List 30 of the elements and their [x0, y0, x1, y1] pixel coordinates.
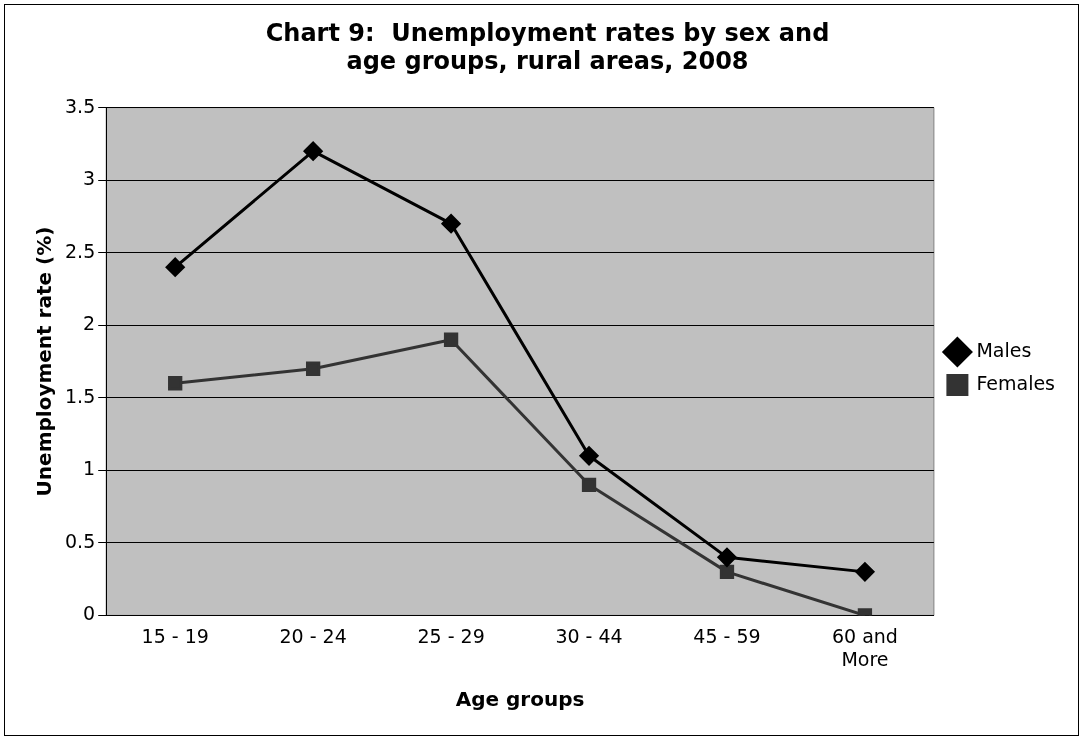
y-tick-label: 1 [83, 457, 96, 480]
chart-title: Chart 9: Unemployment rates by sex and age groups, rural areas, 2008 [265, 18, 830, 76]
x-tick-label: 25 - 29 [417, 624, 485, 647]
x-tick-label: 15 - 19 [141, 624, 209, 647]
legend-label: Males [976, 338, 1032, 361]
point [717, 547, 737, 567]
y-tick-label: 3.5 [65, 94, 96, 117]
y-tick-label: 0 [83, 602, 96, 625]
y-tick-label: 1.5 [65, 384, 96, 407]
point [168, 376, 183, 391]
point [579, 446, 599, 466]
point [443, 332, 459, 347]
point [441, 214, 461, 234]
point [581, 477, 597, 492]
legend-label: Females [976, 371, 1056, 394]
x-tick-label: 30 - 44 [555, 624, 623, 647]
y-tick-label: 2 [83, 312, 96, 335]
point [305, 361, 321, 376]
point [719, 564, 735, 580]
y-tick-label: 3 [83, 167, 96, 190]
y-axis-title: Unemployment rate (%) [32, 226, 57, 497]
x-tick-label: 45 - 59 [693, 624, 761, 647]
x-axis-title: Age groups [455, 687, 585, 712]
point [165, 257, 185, 277]
point [855, 562, 875, 582]
point [303, 141, 323, 161]
x-tick-label: 60 and More [831, 624, 898, 670]
y-tick-label: 0.5 [65, 529, 96, 552]
y-tick-label: 2.5 [65, 239, 96, 262]
x-tick-label: 20 - 24 [279, 624, 347, 647]
